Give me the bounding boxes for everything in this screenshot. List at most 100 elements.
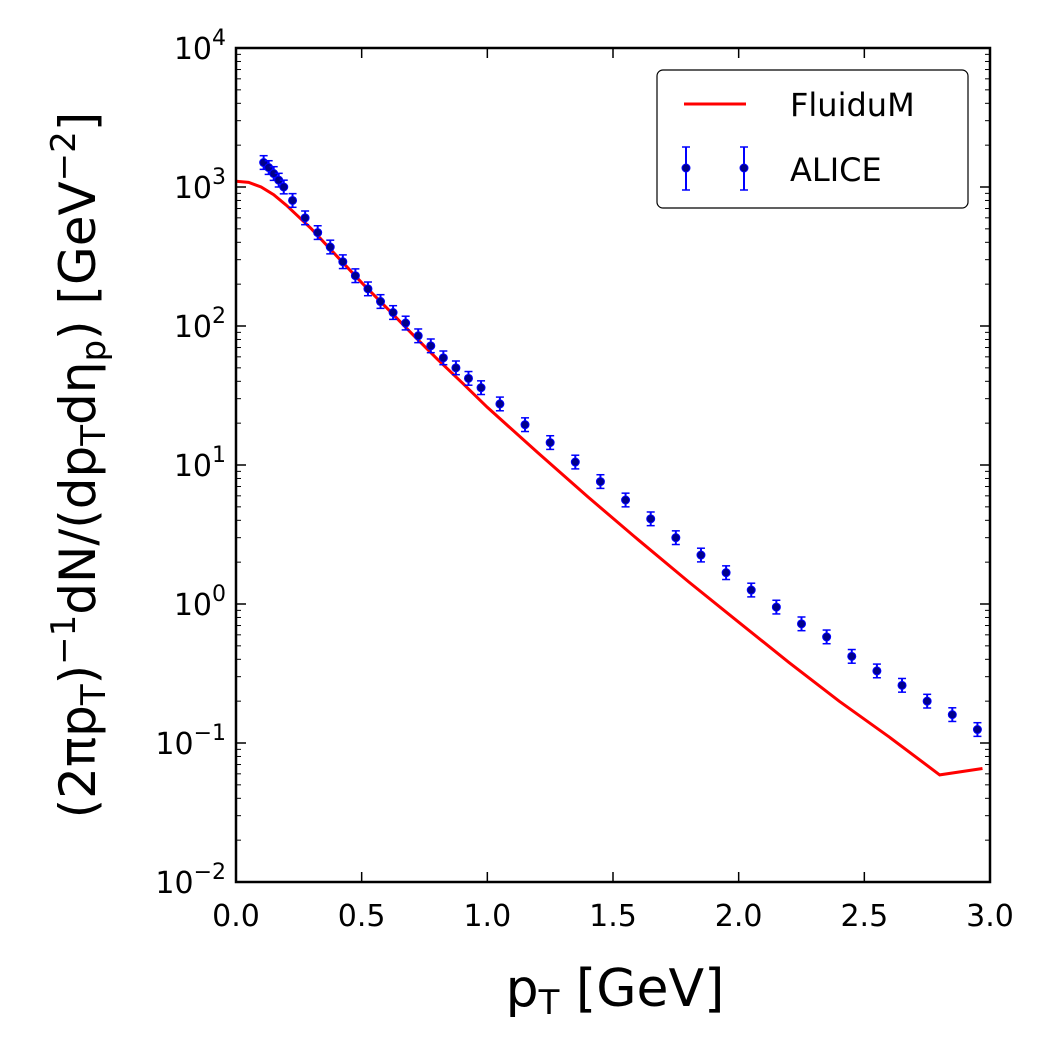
marker — [376, 297, 386, 307]
y-tick-label: 10−2 — [155, 860, 226, 901]
marker — [313, 228, 323, 238]
marker — [696, 550, 706, 560]
y-axis-label: (2πpT)−1dN/(dpTdηp) [GeV−2] — [44, 112, 114, 819]
data-point-alice — [476, 380, 486, 396]
data-point-alice — [269, 165, 279, 182]
x-axis: 0.0 0.5 1.0 1.5 2.0 2.5 3.0 — [212, 48, 1014, 934]
data-point-alice — [595, 473, 605, 490]
marker — [350, 271, 360, 281]
x-tick-label: 2.5 — [840, 899, 888, 934]
data-point-alice — [570, 454, 580, 470]
marker — [972, 725, 982, 735]
data-point-alice — [671, 530, 681, 546]
marker — [476, 383, 486, 393]
marker — [279, 182, 289, 192]
marker — [872, 666, 882, 676]
data-point-alice — [771, 599, 781, 615]
data-point-alice — [847, 648, 857, 664]
data-point-alice — [646, 511, 656, 527]
legend-label-fluidum: FluiduM — [790, 86, 915, 124]
data-point-alice — [313, 224, 323, 241]
y-axis: 10−2 10−1 100 101 102 103 104 — [155, 26, 990, 901]
data-point-alice — [338, 254, 348, 270]
data-point-alice — [972, 721, 982, 738]
data-point-alice — [279, 179, 289, 195]
data-point-alice — [451, 360, 461, 376]
data-point-alice — [947, 707, 957, 723]
marker — [264, 163, 274, 173]
data-point-alice — [363, 281, 373, 297]
legend-marker-alice — [681, 146, 749, 191]
marker — [721, 568, 731, 578]
marker — [671, 533, 681, 543]
series-line-fluidum — [235, 179, 983, 777]
plot-area — [235, 154, 983, 777]
marker — [495, 399, 505, 409]
marker — [822, 632, 832, 642]
marker — [570, 457, 580, 467]
x-axis-label-sub: T — [538, 983, 560, 1023]
marker — [520, 420, 530, 430]
marker — [595, 477, 605, 487]
marker — [288, 195, 298, 205]
x-tick-label: 0.5 — [338, 899, 386, 934]
data-point-alice — [922, 693, 932, 709]
data-point-alice — [426, 338, 436, 354]
marker — [545, 438, 555, 448]
marker — [746, 585, 756, 595]
data-point-alice — [413, 328, 423, 344]
marker — [388, 308, 398, 318]
y-tick-label: 100 — [174, 582, 226, 623]
marker — [797, 619, 806, 629]
legend-marker — [681, 163, 691, 173]
data-point-alice — [872, 663, 882, 679]
data-point-alice — [746, 582, 756, 598]
data-point-alice — [388, 304, 398, 321]
data-point-alice — [621, 492, 631, 508]
marker — [338, 257, 348, 267]
x-tick-label: 3.0 — [966, 899, 1014, 934]
marker — [621, 495, 631, 505]
y-tick-label: 10−1 — [155, 721, 226, 762]
y-tick-label: 104 — [174, 26, 226, 67]
data-point-alice — [797, 616, 806, 632]
x-tick-label: 1.0 — [463, 899, 511, 934]
marker — [897, 680, 907, 690]
y-tick-label: 102 — [174, 304, 226, 345]
marker — [463, 373, 473, 383]
marker — [438, 353, 448, 363]
marker — [401, 318, 411, 328]
data-point-alice — [696, 547, 706, 563]
data-point-alice — [545, 434, 555, 451]
data-point-alice — [438, 350, 448, 366]
data-point-alice — [495, 396, 505, 412]
data-point-alice — [325, 239, 335, 255]
marker — [847, 651, 857, 661]
marker — [325, 242, 335, 252]
marker — [300, 213, 310, 223]
marker — [426, 341, 436, 351]
data-point-alice — [463, 370, 473, 386]
data-point-alice — [897, 677, 907, 693]
marker — [363, 284, 373, 294]
data-point-alice — [376, 293, 386, 310]
legend-marker — [739, 163, 749, 173]
data-point-alice — [721, 565, 731, 581]
x-tick-label: 0.0 — [212, 899, 260, 934]
x-axis-label-unit: [GeV] — [559, 959, 724, 1019]
x-axis-label: pT [GeV] — [506, 959, 725, 1023]
marker — [646, 514, 656, 524]
data-point-alice — [300, 210, 310, 226]
marker — [947, 710, 957, 720]
marker — [451, 363, 461, 373]
data-point-alice — [520, 417, 530, 433]
y-tick-label: 101 — [174, 443, 226, 484]
x-axis-label-main: p — [506, 959, 539, 1019]
x-tick-label: 2.0 — [715, 899, 763, 934]
data-point-alice — [288, 192, 298, 209]
marker — [413, 331, 423, 341]
legend-label-alice: ALICE — [790, 151, 882, 189]
y-tick-label: 103 — [174, 165, 226, 206]
data-point-alice — [401, 315, 411, 331]
